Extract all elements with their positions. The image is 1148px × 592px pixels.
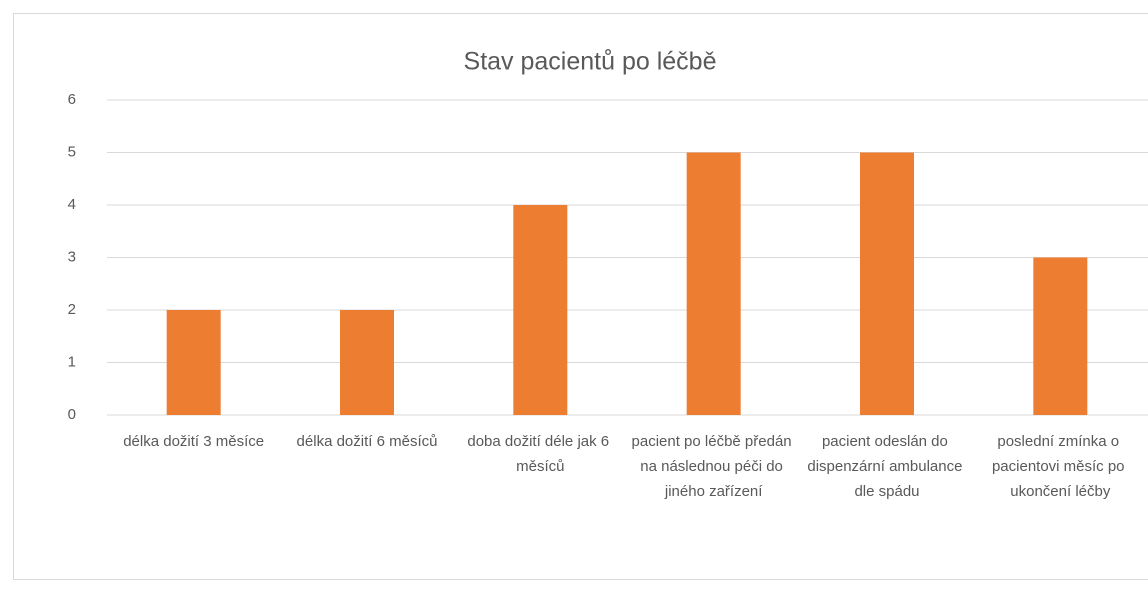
y-tick-label: 6	[68, 91, 76, 108]
x-tick-label: poslední zmínka o pacientovi měsíc po uk…	[992, 433, 1129, 500]
x-tick-label: délka dožití 6 měsíců	[297, 433, 438, 450]
bar	[1033, 258, 1087, 416]
chart-border	[14, 14, 1148, 580]
bar	[167, 310, 221, 415]
y-tick-label: 0	[68, 406, 76, 423]
bar	[687, 153, 741, 416]
y-tick-label: 3	[68, 248, 76, 265]
bar	[513, 205, 567, 415]
x-tick-label: délka dožití 3 měsíce	[123, 433, 264, 450]
y-tick-label: 2	[68, 301, 76, 318]
y-tick-label: 1	[68, 353, 76, 370]
y-tick-label: 5	[68, 143, 76, 160]
chart-title: Stav pacientů po léčbě	[464, 48, 717, 76]
y-tick-label: 4	[68, 196, 76, 213]
bar	[860, 153, 914, 416]
bar	[340, 310, 394, 415]
